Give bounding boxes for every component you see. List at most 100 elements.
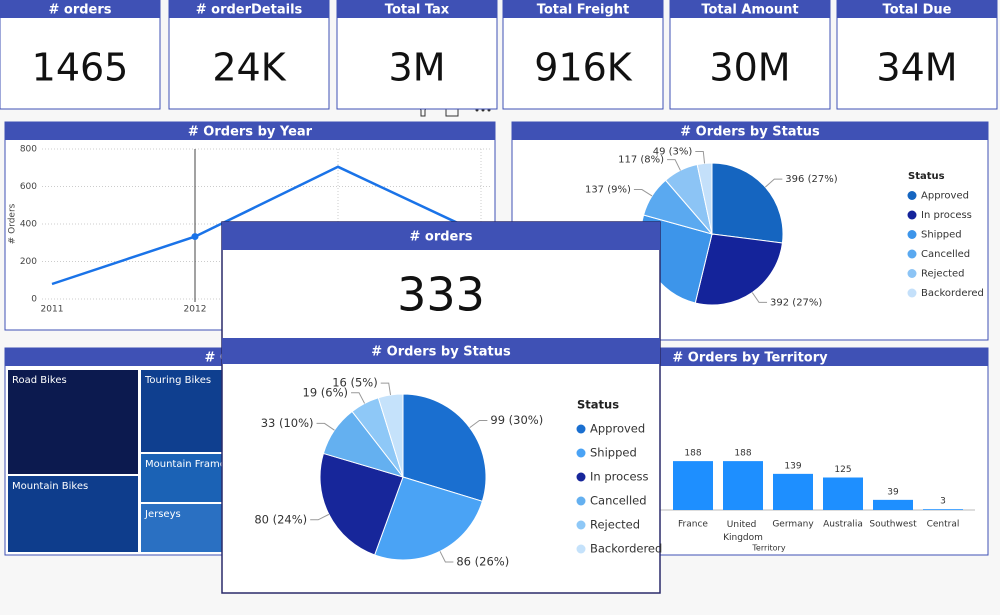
legend-label: Cancelled [590, 494, 647, 508]
pie-slice [319, 452, 404, 556]
treemap-label: Jerseys [144, 509, 181, 520]
pie-slice [377, 393, 404, 478]
legend-swatch [576, 472, 586, 482]
legend-swatch [907, 191, 917, 200]
leader-line [633, 189, 653, 197]
leader-line [695, 150, 706, 164]
panel-title: # orderDetails [196, 3, 303, 18]
legend-swatch [576, 544, 586, 554]
panel [168, 0, 330, 110]
data-label: 3 [940, 497, 946, 507]
x-tick-label: Australia [823, 520, 863, 530]
y-tick-label: 200 [20, 257, 37, 267]
legend-label: Rejected [921, 269, 965, 280]
data-label: 188 [734, 449, 751, 459]
data-label: 396 (27%) [785, 174, 837, 185]
kpi-value: 30M [709, 46, 790, 90]
treemap-label: Mountain Bikes [12, 481, 88, 492]
legend-label: In process [590, 470, 649, 484]
data-label: 125 [834, 465, 851, 475]
data-label: 392 (27%) [770, 297, 822, 308]
data-label: 137 (9%) [585, 185, 631, 196]
legend-label: Backordered [921, 288, 984, 299]
legend-label: Shipped [921, 230, 962, 241]
leader-line [764, 178, 783, 188]
leader-line [439, 551, 454, 563]
panel-title: # Orders by Status [680, 125, 820, 140]
data-label: 86 (26%) [456, 555, 509, 569]
legend-label: Approved [590, 422, 645, 436]
legend-label: Cancelled [921, 249, 970, 260]
kpi-value: 3M [389, 46, 446, 90]
panel [669, 0, 831, 110]
treemap-tile [8, 370, 138, 474]
data-label: 99 (30%) [490, 413, 543, 427]
x-tick-label: Germany [772, 520, 814, 530]
panel-title: # Orders by Year [188, 125, 313, 140]
panel-title: # orders [48, 3, 111, 18]
panel-header [837, 0, 997, 18]
leader-line [469, 420, 488, 429]
treemap-tile [8, 476, 138, 552]
y-tick-label: 600 [20, 182, 37, 192]
data-label: 39 [887, 487, 899, 497]
y-tick-label: 400 [20, 220, 37, 230]
panel [836, 0, 998, 110]
x-tick-label: 2012 [184, 305, 207, 315]
data-label: 16 (5%) [332, 376, 378, 390]
data-label: 33 (10%) [261, 416, 314, 430]
leader-line [316, 422, 335, 431]
kpi-value: 34M [876, 46, 957, 90]
legend-swatch [576, 496, 586, 506]
legend-label: Approved [921, 191, 969, 202]
panel [336, 0, 498, 110]
bar [773, 473, 813, 510]
y-tick-label: 0 [31, 295, 37, 305]
bar [723, 461, 763, 510]
legend-swatch [907, 269, 917, 278]
panel-header [503, 0, 663, 18]
panel [0, 0, 161, 110]
x-tick-label: Southwest [869, 520, 917, 530]
legend-swatch [576, 448, 586, 458]
panel-header [169, 0, 329, 18]
legend-swatch [907, 210, 917, 220]
data-label: 80 (24%) [254, 512, 307, 526]
pie-slice [402, 393, 487, 502]
x-tick-label: 2011 [41, 305, 64, 315]
panel [502, 0, 664, 110]
data-label: 19 (6%) [303, 385, 349, 399]
data-label: 188 [684, 449, 701, 459]
panel-header [670, 0, 830, 18]
legend-swatch [907, 288, 917, 298]
leader-line [751, 292, 768, 303]
panel-title: Total Freight [537, 3, 630, 18]
leader-line [351, 392, 366, 404]
leader-line [310, 513, 330, 521]
legend-label: Rejected [590, 518, 640, 532]
bar [673, 461, 713, 510]
treemap-label: Mountain Frames [145, 459, 231, 470]
panel-header [512, 122, 988, 140]
data-label: 117 (8%) [618, 155, 664, 166]
data-label: 139 [784, 461, 801, 471]
treemap-label: Road Bikes [12, 375, 67, 386]
line-marker [191, 233, 199, 241]
line-series [51, 165, 482, 286]
panel-title: # Orders by Territory [672, 351, 828, 366]
tooltip-header [222, 222, 660, 250]
y-axis-label: # Orders [8, 203, 18, 244]
panel-header [5, 122, 495, 140]
legend-label: In process [921, 210, 972, 221]
legend-label: Shipped [590, 446, 637, 460]
panel-title: Total Amount [701, 3, 798, 18]
legend-swatch [576, 520, 586, 530]
legend-title: Status [577, 398, 619, 412]
tooltip-title: # orders [409, 230, 472, 245]
x-tick-label: Central [927, 520, 960, 530]
kpi-value: 1465 [32, 46, 129, 90]
bar [873, 499, 913, 510]
leader-line [667, 159, 681, 171]
panel-title: Total Due [883, 3, 952, 18]
